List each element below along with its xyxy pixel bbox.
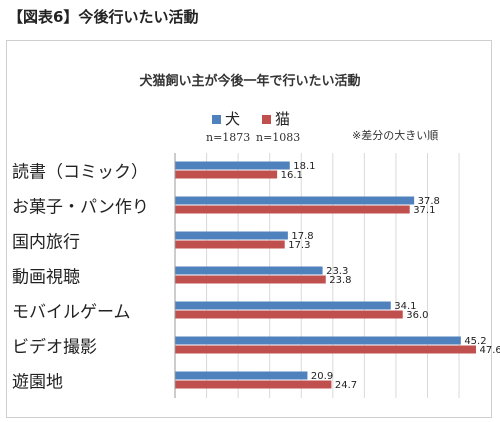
bar-dog: [175, 336, 461, 345]
category-label: 遊園地: [12, 373, 63, 393]
data-label-dog: 18.1: [293, 161, 315, 172]
data-label-cat: 37.1: [413, 205, 435, 216]
figure-title: 【図表6】今後行いたい活動: [8, 8, 199, 26]
category-label: お菓子・パン作り: [12, 198, 149, 218]
bar-cat: [175, 205, 410, 214]
legend-item-dog: 犬: [212, 108, 240, 129]
bar-dog: [175, 266, 323, 275]
data-label-cat: 47.6: [479, 345, 500, 356]
category-label: 国内旅行: [12, 233, 80, 253]
bar-dog: [175, 371, 308, 380]
legend-item-cat: 猫: [262, 108, 290, 129]
bar-dog: [175, 161, 290, 170]
legend-label-dog: 犬: [225, 110, 241, 128]
bar-dog: [175, 196, 415, 205]
bar-dog: [175, 301, 391, 310]
category-label: 動画視聴: [12, 268, 80, 288]
data-label-dog: 23.3: [326, 266, 348, 277]
data-label-dog: 45.2: [464, 336, 486, 347]
data-label-dog: 17.8: [291, 231, 313, 242]
legend-swatch-cat: [262, 115, 271, 124]
bar-cat: [175, 345, 476, 354]
data-label-cat: 36.0: [406, 310, 428, 321]
bar-cat: [175, 170, 278, 179]
bar-cat: [175, 275, 326, 284]
legend-label-cat: 猫: [275, 110, 291, 128]
legend-n-dog: n=1873: [206, 131, 251, 144]
data-label-cat: 17.3: [288, 240, 310, 251]
chart-title: 犬猫飼い主が今後一年で行いたい活動: [139, 74, 361, 89]
sort-note: ※差分の大きい順: [352, 129, 439, 142]
bar-cat: [175, 380, 332, 389]
data-label-dog: 20.9: [311, 371, 333, 382]
bar-dog: [175, 231, 288, 240]
bar-cat: [175, 240, 285, 249]
data-label-cat: 16.1: [281, 170, 303, 181]
category-label: 読書（コミック）: [12, 163, 148, 183]
category-label: モバイルゲーム: [12, 303, 131, 323]
chart-panel: [6, 40, 492, 418]
category-label: ビデオ撮影: [12, 337, 97, 358]
legend-n-cat: n=1083: [256, 131, 301, 144]
bar-cat: [175, 310, 403, 319]
data-label-cat: 23.8: [329, 275, 351, 286]
data-label-dog: 37.8: [418, 196, 440, 207]
data-label-dog: 34.1: [394, 301, 416, 312]
legend-swatch-dog: [212, 115, 221, 124]
data-label-cat: 24.7: [335, 380, 357, 391]
